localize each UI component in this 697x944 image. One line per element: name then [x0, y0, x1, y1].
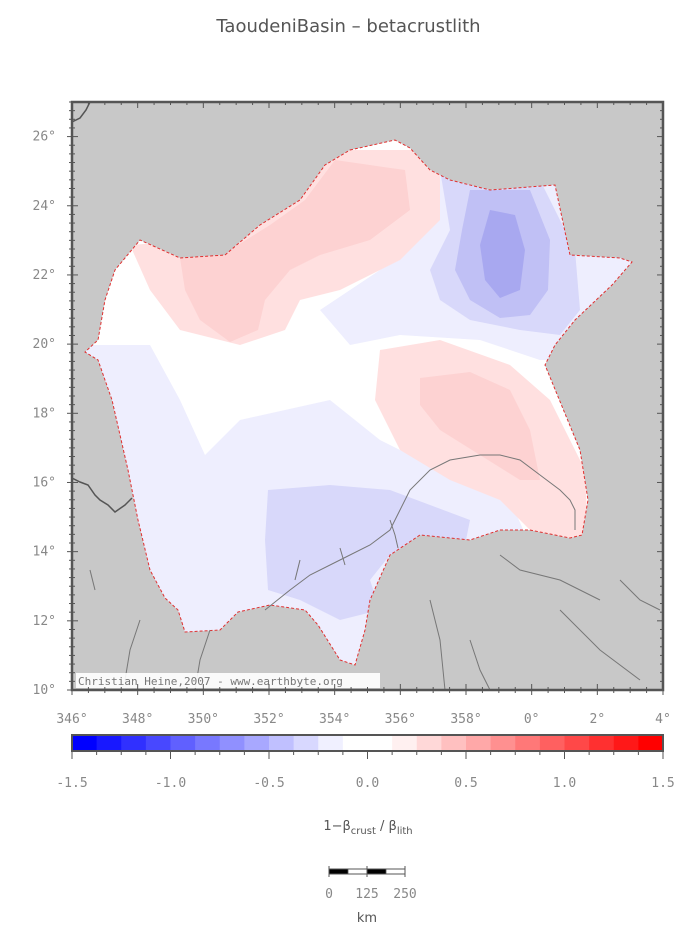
river-south-7 — [124, 619, 141, 681]
colorbar-tick-labels: -1.5 -1.0 -0.5 0.0 0.5 1.0 1.5 — [56, 751, 675, 791]
lon-label: 358° — [450, 712, 481, 727]
lon-label: 0° — [524, 712, 540, 727]
colorbar-tick-label: 1.5 — [651, 776, 674, 791]
lat-label: 16° — [33, 475, 56, 490]
lon-label: 354° — [319, 712, 350, 727]
lon-label: 356° — [385, 712, 416, 727]
lon-label: 4° — [655, 712, 671, 727]
lat-label: 12° — [33, 614, 56, 629]
scale-unit: km — [357, 911, 377, 926]
river-inland-1 — [294, 559, 301, 581]
colorbar-tick-label: 0.5 — [454, 776, 477, 791]
colorbar-segment — [219, 735, 245, 751]
basin-boundary — [84, 139, 633, 666]
colorbar-segment — [515, 735, 541, 751]
lat-label: 22° — [33, 268, 56, 283]
colorbar-segment — [72, 735, 98, 751]
lat-label: 20° — [33, 337, 56, 352]
colorbar-tick-label: -1.5 — [56, 776, 87, 791]
colorbar-segment — [367, 735, 393, 751]
colorbar-segment — [416, 735, 442, 751]
river-south-4 — [559, 609, 641, 681]
colorbar-tick-label: -0.5 — [253, 776, 284, 791]
lat-label: 14° — [33, 545, 56, 560]
colorbar-segment — [638, 735, 664, 751]
river-south-3 — [499, 554, 601, 601]
longitude-labels: 346° 348° 350° 352° 354° 356° 358° 0° 2° 4° — [56, 712, 670, 727]
credit-box — [76, 673, 380, 688]
lon-label: 350° — [188, 712, 219, 727]
colorbar-segment — [96, 735, 122, 751]
border-mali-niger — [264, 454, 576, 611]
lon-label: 346° — [56, 712, 87, 727]
colorbar-tick-label: 0.0 — [356, 776, 379, 791]
lon-label: 352° — [253, 712, 284, 727]
colorbar-segment — [490, 735, 516, 751]
river-south-6 — [89, 569, 96, 591]
lat-label: 10° — [33, 683, 56, 698]
colorbar-segment — [564, 735, 590, 751]
lon-label: 348° — [122, 712, 153, 727]
coastline-west — [72, 477, 133, 513]
scale-tick-250: 250 — [393, 887, 416, 902]
river-south-5 — [619, 579, 661, 611]
field-light-blue-south-core — [265, 485, 470, 620]
map-title: TaoudeniBasin – betacrustlith — [216, 16, 481, 37]
credit-text: Christian Heine,2007 - www.earthbyte.org — [78, 675, 343, 688]
coastline-northwest — [72, 102, 91, 123]
colorbar-segment — [293, 735, 319, 751]
coastlines-and-borders — [72, 102, 661, 690]
colorbar-segment — [441, 735, 467, 751]
colorbar-segment — [145, 735, 171, 751]
colorbar-segment — [244, 735, 270, 751]
field-deep-blue-east-core — [480, 210, 525, 298]
colorbar-tick-label: -1.0 — [155, 776, 186, 791]
colorbar-segment — [121, 735, 147, 751]
colorbar-segment — [613, 735, 639, 751]
lat-label: 26° — [33, 130, 56, 145]
latitude-labels: 26° 24° 22° 20° 18° 16° 14° 12° 10° — [33, 130, 56, 698]
colorbar-segment — [269, 735, 295, 751]
lat-label: 18° — [33, 406, 56, 421]
colorbar-segment — [318, 735, 344, 751]
lon-label: 2° — [590, 712, 606, 727]
river-segment — [389, 519, 399, 549]
field-medium-red-north — [180, 160, 410, 342]
field-medium-red-east — [420, 372, 540, 480]
river-inland-2 — [339, 547, 346, 566]
colorbar-segment — [466, 735, 492, 751]
scale-tick-0: 0 — [325, 887, 333, 902]
lat-label: 24° — [33, 199, 56, 214]
frame-ticks — [67, 101, 664, 695]
river-south-2 — [429, 599, 446, 690]
colorbar-segment — [342, 735, 368, 751]
colorbar-title: 1−βcrust / βlith — [323, 819, 412, 837]
river-south-8 — [469, 639, 491, 690]
colorbar-segment — [392, 735, 418, 751]
scale-tick-125: 125 — [355, 887, 378, 902]
colorbar-segment — [589, 735, 615, 751]
colorbar-segment — [170, 735, 196, 751]
colorbar-segment — [195, 735, 221, 751]
colorbar-segment — [539, 735, 565, 751]
scale-bar: 0 125 250 km — [325, 866, 417, 926]
colorbar-tick-label: 1.0 — [553, 776, 576, 791]
